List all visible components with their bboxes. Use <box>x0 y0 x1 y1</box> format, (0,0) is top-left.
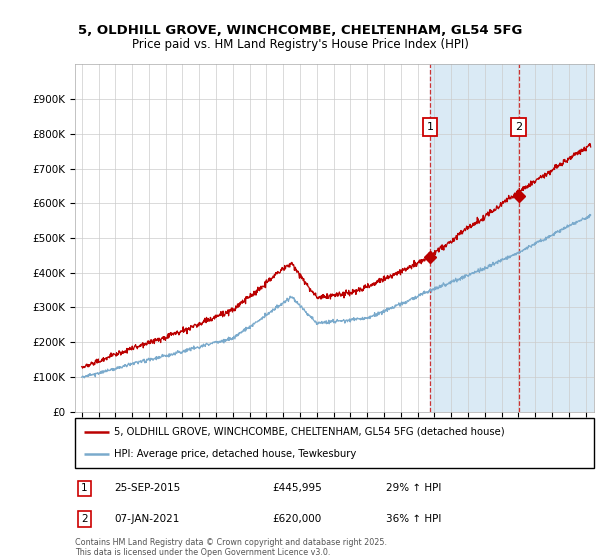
Text: 5, OLDHILL GROVE, WINCHCOMBE, CHELTENHAM, GL54 5FG (detached house): 5, OLDHILL GROVE, WINCHCOMBE, CHELTENHAM… <box>114 427 505 437</box>
Text: Contains HM Land Registry data © Crown copyright and database right 2025.
This d: Contains HM Land Registry data © Crown c… <box>75 538 387 557</box>
Text: 07-JAN-2021: 07-JAN-2021 <box>114 514 179 524</box>
Text: 36% ↑ HPI: 36% ↑ HPI <box>386 514 442 524</box>
Text: Price paid vs. HM Land Registry's House Price Index (HPI): Price paid vs. HM Land Registry's House … <box>131 38 469 51</box>
Text: £620,000: £620,000 <box>272 514 322 524</box>
FancyBboxPatch shape <box>75 418 594 468</box>
Text: 1: 1 <box>81 483 88 493</box>
Text: 1: 1 <box>427 122 433 132</box>
Text: HPI: Average price, detached house, Tewkesbury: HPI: Average price, detached house, Tewk… <box>114 449 356 459</box>
Text: 2: 2 <box>515 122 523 132</box>
Text: 5, OLDHILL GROVE, WINCHCOMBE, CHELTENHAM, GL54 5FG: 5, OLDHILL GROVE, WINCHCOMBE, CHELTENHAM… <box>78 24 522 36</box>
Bar <box>430 64 598 412</box>
Text: 25-SEP-2015: 25-SEP-2015 <box>114 483 180 493</box>
Text: 2: 2 <box>81 514 88 524</box>
Text: 29% ↑ HPI: 29% ↑ HPI <box>386 483 442 493</box>
Text: £445,995: £445,995 <box>272 483 322 493</box>
